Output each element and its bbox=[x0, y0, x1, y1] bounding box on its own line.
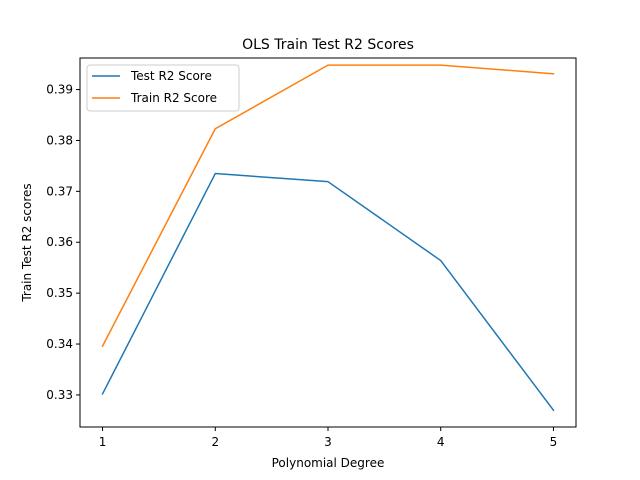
y-tick-label: 0.39 bbox=[46, 83, 73, 97]
y-axis-ticks: 0.33 0.34 0.35 0.36 0.37 0.38 0.39 bbox=[46, 83, 80, 402]
x-tick-label: 3 bbox=[324, 435, 332, 449]
series-line-2 bbox=[101, 64, 555, 348]
y-axis-label: Train Test R2 scores bbox=[20, 183, 34, 302]
x-axis-ticks: 1 2 3 4 5 bbox=[99, 427, 558, 449]
y-tick-label: 0.35 bbox=[46, 286, 73, 300]
plot-area-frame bbox=[79, 57, 577, 428]
legend-box bbox=[86, 64, 240, 112]
legend-label-1: Test R2 Score bbox=[130, 69, 212, 83]
y-tick-label: 0.33 bbox=[46, 388, 73, 402]
x-tick-label: 5 bbox=[550, 435, 558, 449]
x-tick-label: 4 bbox=[437, 435, 445, 449]
x-tick-label: 1 bbox=[99, 435, 107, 449]
series-layer bbox=[101, 64, 555, 412]
y-tick-label: 0.37 bbox=[46, 184, 73, 198]
x-axis-label: Polynomial Degree bbox=[272, 456, 385, 470]
x-tick-label: 2 bbox=[211, 435, 219, 449]
y-tick-label: 0.34 bbox=[46, 337, 73, 351]
legend: Test R2 Score Train R2 Score bbox=[86, 64, 240, 112]
y-tick-label: 0.36 bbox=[46, 235, 73, 249]
chart-title: OLS Train Test R2 Scores bbox=[242, 37, 414, 53]
y-tick-label: 0.38 bbox=[46, 133, 73, 147]
legend-label-2: Train R2 Score bbox=[130, 91, 217, 105]
series-line-1 bbox=[101, 172, 555, 412]
